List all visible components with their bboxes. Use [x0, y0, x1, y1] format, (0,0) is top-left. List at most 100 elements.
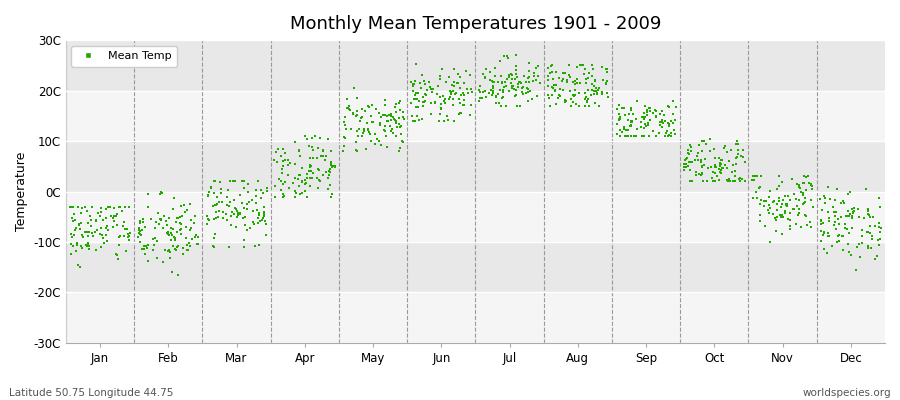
Mean Temp — [517, 73, 531, 80]
Mean Temp — [378, 112, 392, 118]
Mean Temp — [169, 214, 184, 221]
Mean Temp — [426, 86, 440, 92]
Mean Temp — [566, 99, 580, 105]
Mean Temp — [441, 74, 455, 80]
Mean Temp — [210, 194, 224, 200]
Mean Temp — [762, 210, 777, 216]
Mean Temp — [342, 102, 356, 109]
Mean Temp — [320, 136, 335, 142]
Mean Temp — [476, 71, 491, 77]
Mean Temp — [763, 188, 778, 194]
Mean Temp — [408, 78, 422, 84]
Mean Temp — [205, 203, 220, 209]
Mean Temp — [447, 90, 462, 97]
Mean Temp — [368, 131, 382, 137]
Mean Temp — [648, 133, 662, 139]
Mean Temp — [141, 258, 156, 265]
Mean Temp — [110, 222, 124, 229]
Mean Temp — [624, 133, 638, 139]
Mean Temp — [152, 221, 166, 228]
Mean Temp — [485, 92, 500, 98]
Mean Temp — [677, 164, 691, 170]
Mean Temp — [298, 180, 312, 187]
Mean Temp — [496, 88, 510, 95]
Mean Temp — [541, 82, 555, 89]
Mean Temp — [315, 172, 329, 178]
Mean Temp — [860, 210, 875, 217]
Mean Temp — [305, 144, 320, 150]
Mean Temp — [407, 81, 421, 87]
Mean Temp — [504, 71, 518, 78]
Mean Temp — [447, 79, 462, 86]
Mean Temp — [238, 185, 252, 191]
Mean Temp — [131, 233, 146, 240]
Mean Temp — [587, 90, 601, 97]
Mean Temp — [660, 130, 674, 136]
Mean Temp — [415, 116, 429, 122]
Mean Temp — [67, 232, 81, 238]
Mean Temp — [509, 71, 524, 77]
Mean Temp — [69, 242, 84, 248]
Mean Temp — [207, 190, 221, 196]
Mean Temp — [855, 233, 869, 240]
Mean Temp — [159, 222, 174, 228]
Mean Temp — [505, 76, 519, 82]
Mean Temp — [298, 188, 312, 195]
Mean Temp — [624, 107, 638, 114]
Mean Temp — [505, 83, 519, 89]
Mean Temp — [254, 195, 268, 201]
Mean Temp — [814, 221, 829, 227]
Mean Temp — [464, 89, 479, 95]
Mean Temp — [609, 121, 624, 127]
Mean Temp — [456, 102, 471, 108]
Mean Temp — [276, 190, 291, 197]
Mean Temp — [473, 83, 488, 90]
Mean Temp — [71, 262, 86, 268]
Mean Temp — [474, 95, 489, 101]
Mean Temp — [472, 95, 487, 102]
Mean Temp — [612, 102, 626, 108]
Mean Temp — [508, 67, 523, 73]
Mean Temp — [748, 173, 762, 180]
Mean Temp — [726, 178, 741, 185]
Mean Temp — [750, 195, 764, 202]
Mean Temp — [236, 215, 250, 222]
Mean Temp — [799, 213, 814, 219]
Mean Temp — [256, 189, 270, 196]
Mean Temp — [822, 215, 836, 221]
Mean Temp — [611, 116, 625, 122]
Mean Temp — [183, 227, 197, 233]
Mean Temp — [414, 85, 428, 91]
Mean Temp — [656, 112, 670, 118]
Mean Temp — [708, 178, 723, 185]
Mean Temp — [580, 99, 595, 105]
Mean Temp — [67, 211, 81, 218]
Mean Temp — [122, 236, 136, 243]
Mean Temp — [209, 214, 223, 221]
Mean Temp — [513, 78, 527, 85]
Mean Temp — [761, 194, 776, 201]
Mean Temp — [624, 121, 638, 128]
Mean Temp — [378, 102, 392, 108]
Mean Temp — [146, 247, 160, 254]
Mean Temp — [65, 215, 79, 222]
Mean Temp — [732, 150, 746, 157]
Mean Temp — [714, 170, 728, 176]
Mean Temp — [495, 95, 509, 101]
Mean Temp — [421, 78, 436, 85]
Mean Temp — [252, 210, 266, 216]
Mean Temp — [150, 255, 165, 261]
Mean Temp — [389, 120, 403, 126]
Mean Temp — [229, 224, 243, 230]
Mean Temp — [630, 125, 644, 132]
Mean Temp — [446, 83, 461, 89]
Mean Temp — [635, 114, 650, 120]
Mean Temp — [136, 216, 150, 222]
Mean Temp — [862, 229, 877, 236]
Mean Temp — [133, 218, 148, 224]
Mean Temp — [510, 84, 525, 91]
Mean Temp — [382, 123, 397, 130]
Mean Temp — [146, 235, 160, 242]
Mean Temp — [163, 254, 177, 261]
Mean Temp — [357, 128, 372, 134]
